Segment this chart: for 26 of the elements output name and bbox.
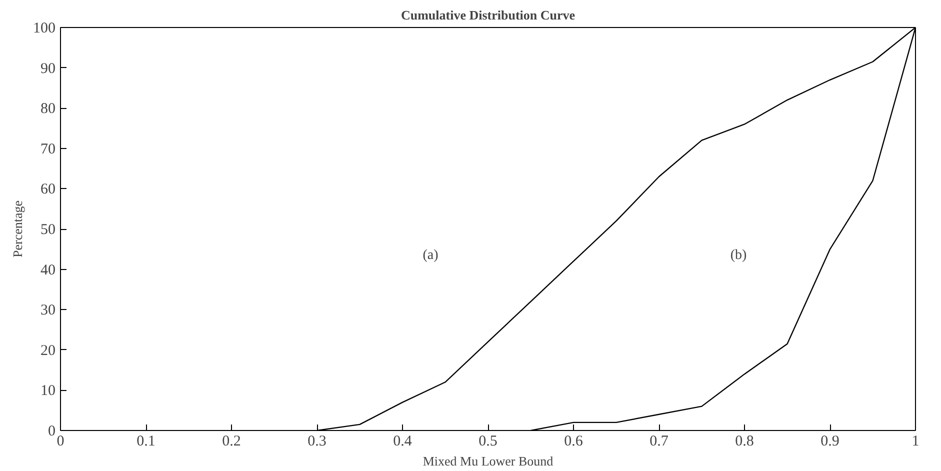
- y-tick-label: 0: [48, 424, 56, 440]
- x-tick-label: 0.8: [735, 434, 754, 450]
- x-tick-label: 0.9: [820, 434, 840, 450]
- x-tick-label: 0.6: [564, 434, 584, 450]
- y-tick-label: 80: [40, 101, 56, 118]
- y-tick-label: 10: [40, 383, 56, 400]
- x-tick-label: 0.3: [308, 434, 326, 450]
- x-tick-label: 0.5: [478, 434, 498, 450]
- chart-title: Cumulative Distribution Curve: [400, 8, 576, 22]
- x-tick-label: 0.4: [393, 434, 412, 450]
- y-tick-label: 90: [40, 60, 56, 77]
- x-axis-title: Mixed Mu Lower Bound: [422, 454, 554, 468]
- y-tick-label: 70: [40, 141, 56, 158]
- x-tick-label: 0.2: [222, 434, 241, 450]
- y-tick-label: 50: [40, 222, 56, 238]
- y-tick-label: 100: [33, 20, 56, 36]
- annotation: (b): [730, 248, 747, 263]
- y-tick-label: 60: [40, 182, 56, 198]
- x-tick-label: 1: [912, 434, 920, 450]
- x-tick-label: 0.7: [650, 434, 669, 450]
- annotation: (a): [422, 248, 439, 263]
- y-tick-label: 20: [40, 342, 56, 359]
- y-tick-label: 30: [40, 302, 56, 319]
- y-axis-title: Percentage: [10, 200, 25, 258]
- y-tick-label: 40: [40, 262, 56, 278]
- x-tick-label: 0.1: [136, 434, 156, 450]
